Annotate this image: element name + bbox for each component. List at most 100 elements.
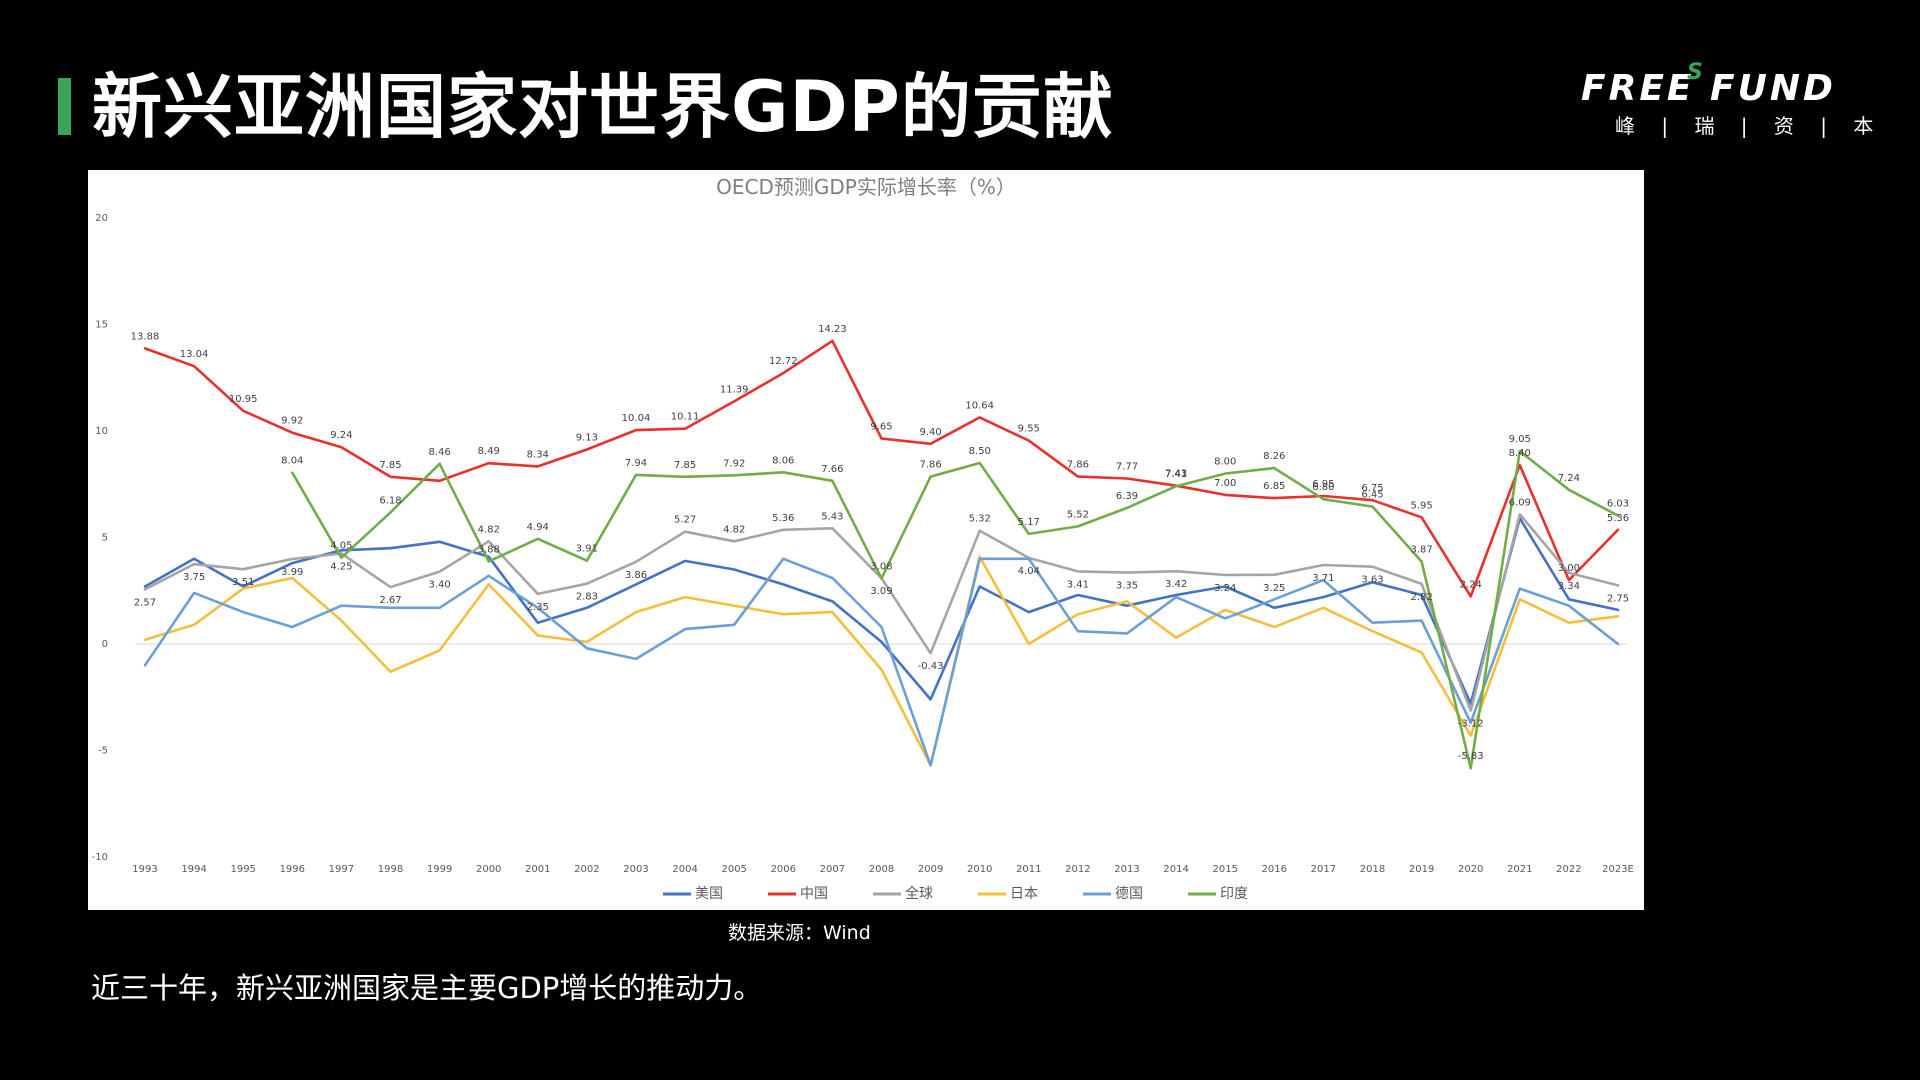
x-tick-label: 2018 xyxy=(1360,864,1385,875)
data-label: 7.86 xyxy=(919,460,941,471)
data-label: 8.34 xyxy=(527,449,549,460)
data-label: 5.36 xyxy=(1607,513,1629,524)
data-label: 2.75 xyxy=(1607,593,1629,604)
data-label: 3.86 xyxy=(625,570,647,581)
y-tick-label: 0 xyxy=(102,639,108,650)
chart-title: OECD预测GDP实际增长率（%） xyxy=(716,175,1016,199)
data-label: -3.12 xyxy=(1458,718,1484,729)
data-label: 3.71 xyxy=(1312,573,1334,584)
x-tick-label: 2002 xyxy=(574,864,599,875)
y-tick-label: -10 xyxy=(92,852,108,863)
x-tick-label: 1995 xyxy=(230,864,255,875)
data-label: 2.67 xyxy=(379,595,401,606)
data-label: 7.86 xyxy=(1067,460,1089,471)
data-label: 11.39 xyxy=(720,384,749,395)
data-label: 13.88 xyxy=(131,331,160,342)
legend-label: 日本 xyxy=(1010,886,1038,902)
x-tick-label: 1998 xyxy=(378,864,403,875)
data-label: 5.95 xyxy=(1410,500,1432,511)
data-label: 4.05 xyxy=(330,541,352,552)
data-label: 8.46 xyxy=(428,447,450,458)
data-label: 7.85 xyxy=(379,460,401,471)
data-label: 6.95 xyxy=(1312,479,1334,490)
data-label: 6.80 xyxy=(1312,482,1334,493)
data-label: 3.24 xyxy=(1214,583,1236,594)
x-tick-label: 2019 xyxy=(1409,864,1434,875)
data-label: 12.72 xyxy=(769,356,798,367)
x-tick-label: 1996 xyxy=(280,864,305,875)
legend-label: 全球 xyxy=(905,885,933,902)
data-label: 3.99 xyxy=(281,567,303,578)
series-line-3 xyxy=(143,555,1620,767)
logo-subtitle: 峰 | 瑞 | 资 | 本 xyxy=(1615,114,1884,138)
x-tick-label: 1994 xyxy=(181,864,206,875)
data-label: 3.34 xyxy=(1558,581,1580,592)
data-label: 3.91 xyxy=(576,544,598,555)
body-text: 近三十年，新兴亚洲国家是主要GDP增长的推动力。 xyxy=(91,971,763,1005)
data-label: 3.35 xyxy=(1116,581,1138,592)
data-label: 5.52 xyxy=(1067,509,1089,520)
data-label: 5.32 xyxy=(969,514,991,525)
data-label: 3.42 xyxy=(1165,579,1187,590)
data-label: 3.63 xyxy=(1361,575,1383,586)
data-label: 8.49 xyxy=(478,446,500,457)
data-label: 4.94 xyxy=(527,522,549,533)
data-label: 7.77 xyxy=(1116,461,1138,472)
data-label: -0.43 xyxy=(918,661,944,672)
x-tick-label: 2000 xyxy=(476,864,501,875)
data-label: 10.64 xyxy=(965,400,994,411)
x-tick-label: 2010 xyxy=(967,864,992,875)
data-label: 2.24 xyxy=(1460,579,1482,590)
data-label: 9.55 xyxy=(1018,424,1040,435)
page-title: 新兴亚洲国家对世界GDP的贡献 xyxy=(92,66,1114,148)
x-tick-label: 1993 xyxy=(132,864,157,875)
data-label: 4.04 xyxy=(1018,566,1040,577)
y-tick-label: 15 xyxy=(95,320,108,331)
y-tick-label: 20 xyxy=(95,213,108,224)
logo-main-text: FREE FUND xyxy=(1581,68,1836,109)
legend-label: 德国 xyxy=(1115,886,1143,902)
x-tick-label: 2004 xyxy=(672,864,697,875)
data-label: 6.85 xyxy=(1263,481,1285,492)
x-tick-label: 2007 xyxy=(820,864,845,875)
x-tick-label: 2015 xyxy=(1212,864,1237,875)
data-label: 7.00 xyxy=(1214,478,1236,489)
data-label: 6.75 xyxy=(1361,483,1383,494)
data-label: 2.35 xyxy=(527,602,549,613)
x-tick-label: 2009 xyxy=(918,864,943,875)
data-label: 2.82 xyxy=(1410,592,1432,603)
data-label: 3.51 xyxy=(232,577,254,588)
data-label: 5.17 xyxy=(1018,517,1040,528)
data-label: 8.00 xyxy=(1214,457,1236,468)
data-label: 5.36 xyxy=(772,513,794,524)
data-label: 14.23 xyxy=(818,324,847,335)
x-tick-label: 2021 xyxy=(1507,864,1532,875)
data-label: 6.09 xyxy=(1509,497,1531,508)
series-line-4 xyxy=(143,557,1620,767)
data-label: 7.94 xyxy=(625,458,647,469)
data-label: 13.04 xyxy=(180,349,209,360)
data-label: 9.05 xyxy=(1509,434,1531,445)
data-label: 9.65 xyxy=(870,421,892,432)
data-label: 3.88 xyxy=(478,544,500,555)
data-label: -5.83 xyxy=(1458,751,1484,762)
data-label: 3.40 xyxy=(428,580,450,591)
x-tick-label: 2020 xyxy=(1458,864,1483,875)
source-note: 数据来源：Wind xyxy=(728,922,871,944)
series-line-5 xyxy=(291,449,1620,770)
data-label: 10.11 xyxy=(671,412,700,423)
data-label: 9.24 xyxy=(330,430,352,441)
data-label: 3.41 xyxy=(1067,579,1089,590)
series-line-2 xyxy=(143,513,1620,712)
data-label: 8.06 xyxy=(772,455,794,466)
y-tick-label: 10 xyxy=(95,426,108,437)
data-label: 3.08 xyxy=(870,561,892,572)
data-label: 3.75 xyxy=(183,572,205,583)
data-label: 7.24 xyxy=(1558,473,1580,484)
data-label: 9.13 xyxy=(576,433,598,444)
x-tick-label: 2022 xyxy=(1556,864,1581,875)
data-label: 8.50 xyxy=(969,446,991,457)
chart-panel: OECD预测GDP实际增长率（%） 20 15 10 5 0 -5 -10 1993 1994 19… xyxy=(88,170,1644,910)
data-label: 8.40 xyxy=(1509,448,1531,459)
